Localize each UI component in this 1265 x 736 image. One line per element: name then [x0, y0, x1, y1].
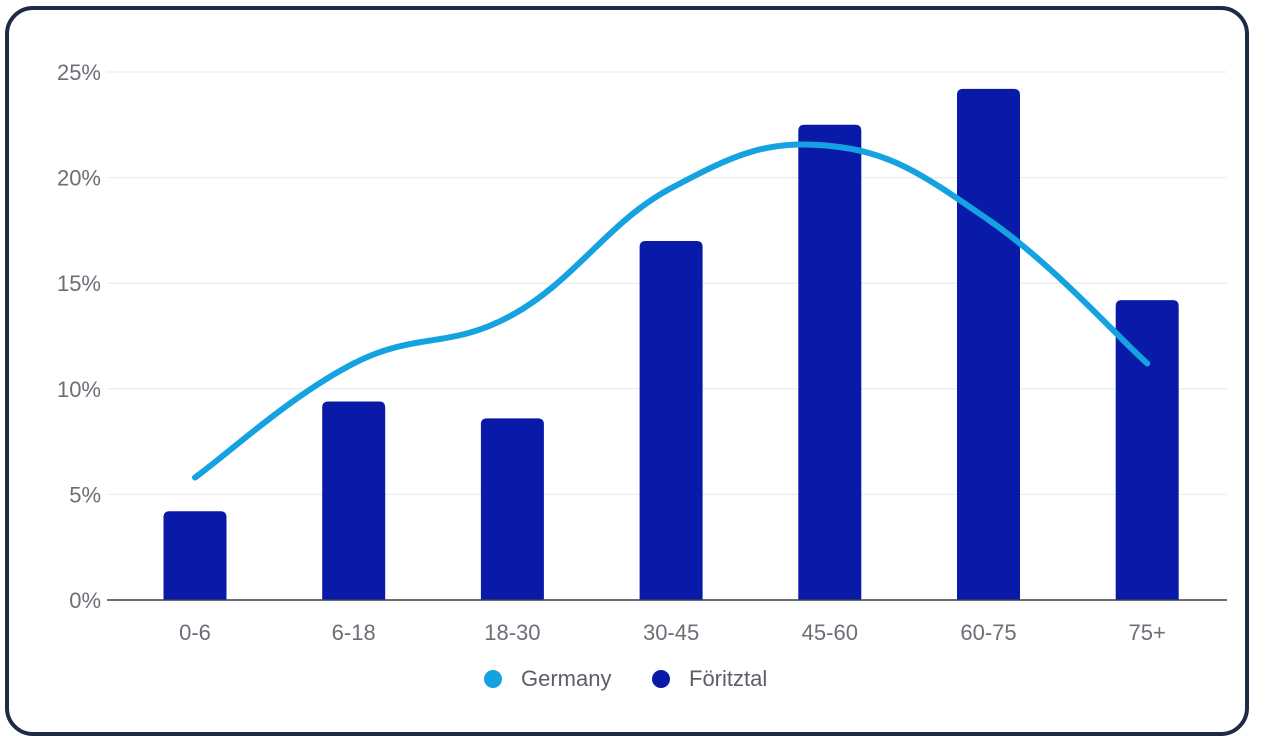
legend-marker: [652, 670, 670, 688]
line-series: [192, 141, 1151, 481]
bar-75+: [1115, 300, 1179, 600]
y-tick-label: 0%: [69, 588, 101, 613]
legend-label: Föritztal: [689, 666, 767, 691]
bar-18-30: [480, 418, 544, 600]
y-tick-label: 15%: [57, 271, 101, 296]
bar-45-60: [798, 124, 862, 601]
legend: Germany Föritztal: [484, 666, 767, 691]
bar-30-45: [639, 240, 703, 600]
x-tick-label: 45-60: [802, 620, 858, 645]
bar-6-18: [322, 401, 386, 600]
y-tick-label: 5%: [69, 482, 101, 507]
x-tick-label: 30-45: [643, 620, 699, 645]
legend-marker: [484, 670, 502, 688]
legend-label: Germany: [521, 666, 611, 691]
bar-0-6: [163, 511, 227, 600]
y-tick-label: 20%: [57, 166, 101, 191]
x-tick-label: 18-30: [484, 620, 540, 645]
bar-60-75: [957, 88, 1020, 601]
x-tick-label: 6-18: [332, 620, 376, 645]
y-tick-label: 25%: [57, 60, 101, 85]
chart-card: [5, 6, 1249, 736]
y-axis-ticks: 0% 5% 10% 15% 20% 25%: [57, 60, 101, 613]
x-tick-label: 75+: [1129, 620, 1166, 645]
bars: [163, 88, 1179, 601]
x-tick-label: 0-6: [179, 620, 211, 645]
x-tick-label: 60-75: [960, 620, 1016, 645]
x-axis-ticks: 0-6 6-18 18-30 30-45 45-60 60-75 75+: [179, 620, 1166, 645]
line-germany: [192, 141, 1151, 481]
y-tick-label: 10%: [57, 377, 101, 402]
